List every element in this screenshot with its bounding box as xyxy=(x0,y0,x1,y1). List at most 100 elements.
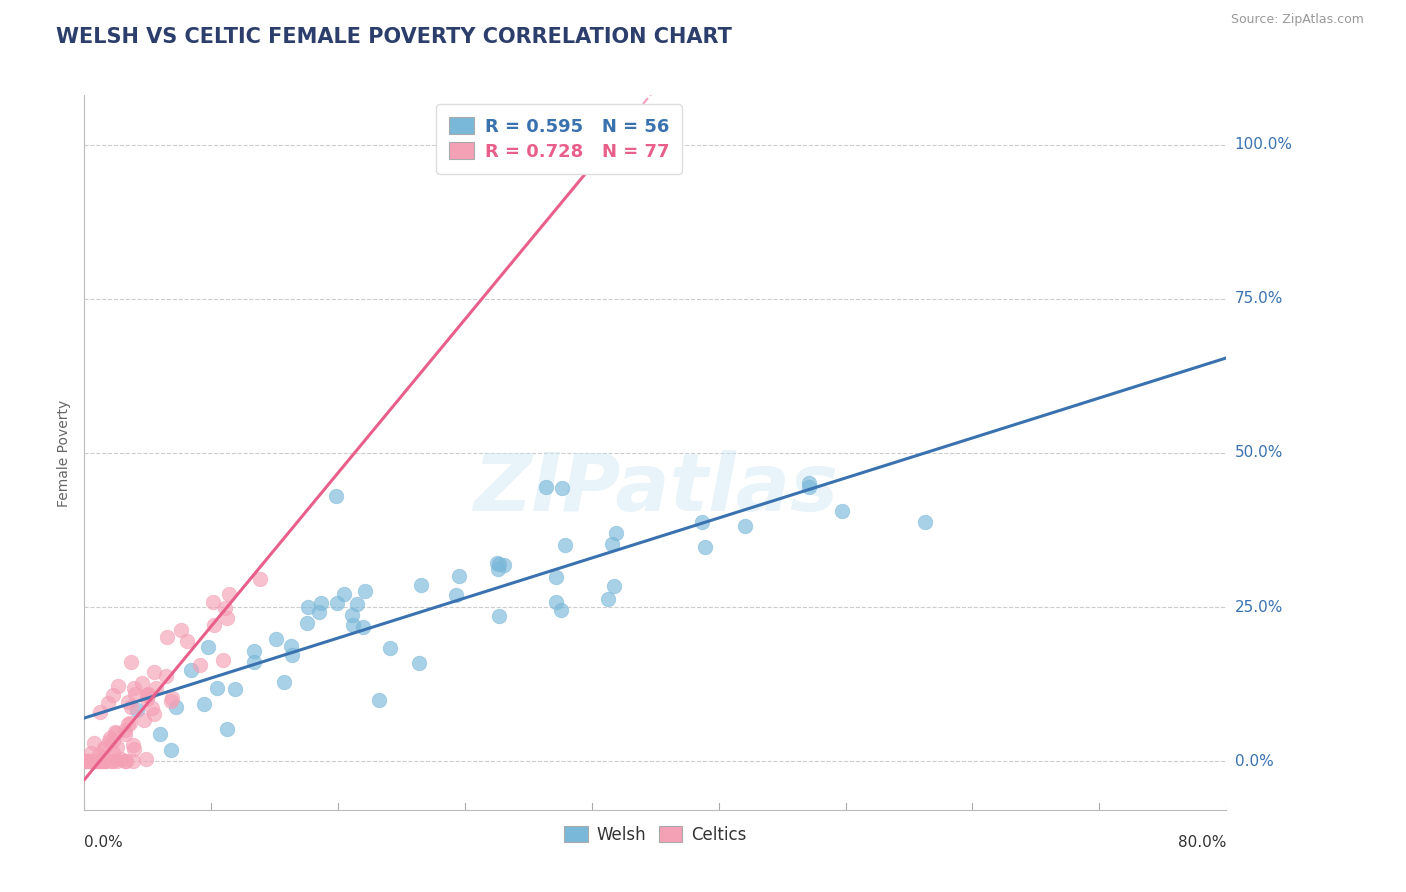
Point xyxy=(155,630,177,644)
Text: 75.0%: 75.0% xyxy=(1234,292,1282,306)
Point xyxy=(143,665,166,679)
Point xyxy=(550,481,572,495)
Point xyxy=(75,754,97,768)
Point xyxy=(75,754,97,768)
Point xyxy=(94,754,117,768)
Point xyxy=(193,698,215,712)
Point xyxy=(326,596,349,610)
Point xyxy=(90,754,112,768)
Text: 0.0%: 0.0% xyxy=(84,835,124,850)
Point xyxy=(114,723,136,738)
Point xyxy=(135,752,157,766)
Point xyxy=(145,681,167,695)
Point xyxy=(249,572,271,586)
Point xyxy=(554,538,576,552)
Point xyxy=(121,738,143,752)
Point xyxy=(141,701,163,715)
Point xyxy=(411,578,433,592)
Point xyxy=(94,754,117,768)
Point xyxy=(91,754,114,768)
Point xyxy=(105,754,128,768)
Point xyxy=(89,754,111,768)
Point xyxy=(136,688,159,702)
Point xyxy=(93,742,115,756)
Point xyxy=(83,736,105,750)
Point xyxy=(205,681,228,695)
Text: 25.0%: 25.0% xyxy=(1234,599,1282,615)
Point xyxy=(218,587,240,601)
Point xyxy=(488,608,510,623)
Point xyxy=(602,579,624,593)
Point xyxy=(114,727,136,741)
Point xyxy=(136,688,159,702)
Point xyxy=(212,653,235,667)
Text: 50.0%: 50.0% xyxy=(1234,445,1282,460)
Text: ZIPatlas: ZIPatlas xyxy=(472,450,838,528)
Point xyxy=(136,692,159,706)
Point xyxy=(486,561,509,575)
Point xyxy=(120,715,142,730)
Point xyxy=(120,699,142,714)
Point xyxy=(242,656,264,670)
Y-axis label: Female Poverty: Female Poverty xyxy=(58,400,72,507)
Point xyxy=(215,723,238,737)
Point xyxy=(408,657,430,671)
Point xyxy=(125,703,148,717)
Point xyxy=(110,752,132,766)
Point xyxy=(486,556,509,570)
Point xyxy=(114,754,136,768)
Point xyxy=(550,603,572,617)
Point xyxy=(87,754,110,768)
Point xyxy=(280,639,302,653)
Point xyxy=(449,568,471,582)
Point xyxy=(273,675,295,690)
Point xyxy=(97,696,120,710)
Point xyxy=(734,519,756,533)
Text: WELSH VS CELTIC FEMALE POVERTY CORRELATION CHART: WELSH VS CELTIC FEMALE POVERTY CORRELATI… xyxy=(56,27,733,46)
Point xyxy=(297,600,319,615)
Point xyxy=(83,754,105,768)
Point xyxy=(107,679,129,693)
Point xyxy=(79,754,101,768)
Point xyxy=(224,681,246,696)
Point xyxy=(197,640,219,655)
Point xyxy=(114,754,136,768)
Point xyxy=(170,624,193,638)
Point xyxy=(120,655,142,669)
Point xyxy=(544,595,567,609)
Point xyxy=(797,476,820,491)
Point xyxy=(354,583,377,598)
Point xyxy=(117,717,139,731)
Point xyxy=(122,754,145,768)
Text: Source: ZipAtlas.com: Source: ZipAtlas.com xyxy=(1230,13,1364,27)
Point xyxy=(202,594,225,608)
Point xyxy=(325,489,347,503)
Point xyxy=(80,754,103,768)
Point xyxy=(180,663,202,677)
Point xyxy=(492,558,515,572)
Point xyxy=(104,725,127,739)
Point xyxy=(243,644,266,658)
Point xyxy=(600,537,623,551)
Point xyxy=(87,747,110,762)
Point xyxy=(308,605,330,619)
Point xyxy=(188,658,211,673)
Point xyxy=(77,754,100,768)
Point xyxy=(117,696,139,710)
Point xyxy=(352,620,374,634)
Text: 100.0%: 100.0% xyxy=(1234,137,1292,153)
Point xyxy=(124,687,146,701)
Point xyxy=(122,741,145,756)
Point xyxy=(342,618,364,632)
Point xyxy=(690,515,713,529)
Point xyxy=(295,615,318,630)
Point xyxy=(368,693,391,707)
Point xyxy=(546,570,568,584)
Point xyxy=(84,754,107,768)
Point xyxy=(149,727,172,741)
Point xyxy=(176,634,198,648)
Point xyxy=(333,587,356,601)
Point xyxy=(97,734,120,748)
Point xyxy=(105,740,128,755)
Point xyxy=(214,601,236,615)
